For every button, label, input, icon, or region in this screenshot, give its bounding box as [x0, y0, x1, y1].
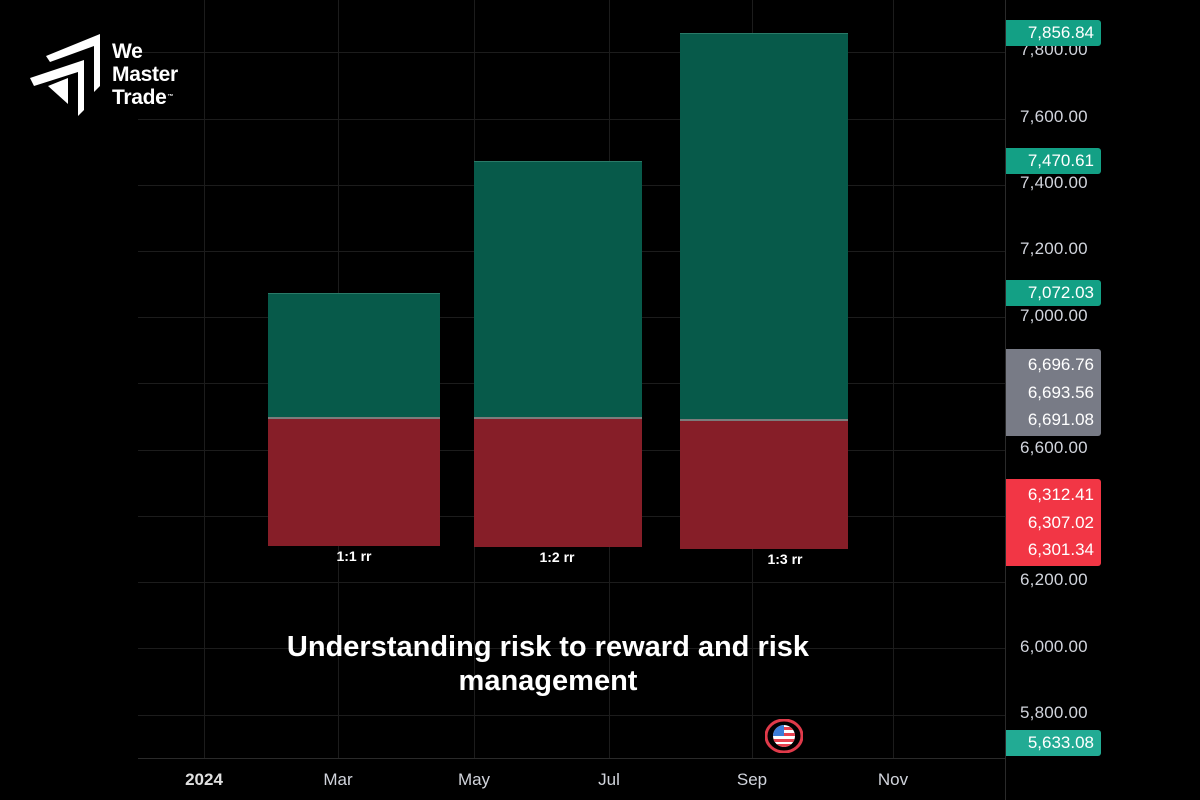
entry-price: 6,696.76	[1027, 355, 1094, 374]
position-box-1-3[interactable]	[680, 33, 848, 549]
x-tick: Mar	[323, 770, 353, 789]
y-tick: 6,200.00	[1020, 570, 1088, 589]
price-tag-stops: 6,312.41 6,307.02 6,301.34	[1006, 479, 1101, 566]
brand-line-3: Trade™	[112, 86, 174, 109]
y-tick: 7,400.00	[1020, 173, 1088, 192]
rr-label-1: 1:1 rr	[336, 548, 372, 564]
caption-line-1: Understanding risk to reward and risk	[286, 631, 810, 663]
caption-line-2: management	[458, 665, 638, 697]
brand-logo	[28, 34, 208, 118]
grid-line	[138, 715, 1005, 716]
chart-caption: Understanding risk to reward and risk ma…	[287, 630, 809, 698]
reward-zone	[680, 33, 848, 419]
y-tick: 5,800.00	[1020, 703, 1088, 722]
stop-price: 6,307.02	[1027, 512, 1094, 532]
x-tick: May	[457, 770, 491, 789]
position-box-1-2[interactable]	[474, 161, 642, 547]
grid-line	[204, 0, 205, 758]
trademark-symbol: ™	[167, 94, 174, 100]
x-tick: 2024	[185, 770, 223, 789]
price-tag-target-1-1: 7,072.03	[1006, 280, 1101, 306]
price-tag-target-1-2: 7,470.61	[1006, 148, 1101, 174]
stop-price: 6,301.34	[1027, 540, 1094, 559]
reward-zone	[474, 161, 642, 417]
us-flag-icon[interactable]	[765, 719, 803, 753]
grid-line	[138, 648, 1005, 649]
stop-price: 6,312.41	[1027, 485, 1094, 504]
price-tag-current: 5,633.08	[1006, 730, 1101, 756]
position-box-1-1[interactable]	[268, 293, 440, 546]
y-tick: 7,000.00	[1020, 306, 1088, 325]
brand-line-1: We	[112, 40, 143, 63]
risk-zone	[680, 421, 848, 549]
grid-line	[138, 582, 1005, 583]
price-tag-target-1-3: 7,856.84	[1006, 20, 1101, 46]
entry-line	[680, 419, 848, 421]
y-tick: 7,600.00	[1020, 107, 1088, 126]
y-tick: 6,600.00	[1020, 438, 1088, 457]
rr-label-3: 1:3 rr	[767, 551, 803, 567]
risk-zone	[268, 419, 440, 546]
brand-line-2: Master	[112, 63, 178, 86]
y-tick: 7,200.00	[1020, 239, 1088, 258]
y-tick: 6,000.00	[1020, 637, 1088, 656]
risk-zone	[474, 419, 642, 547]
entry-price: 6,691.08	[1027, 410, 1094, 429]
grid-line	[138, 52, 1005, 53]
entry-line	[268, 417, 440, 419]
reward-zone	[268, 293, 440, 418]
x-tick: Jul	[598, 770, 620, 789]
rr-label-2: 1:2 rr	[539, 549, 575, 565]
grid-line	[893, 0, 894, 758]
price-axis-separator	[1005, 0, 1006, 800]
arrow-chevrons-logo-icon	[30, 34, 100, 116]
x-tick: Sep	[736, 770, 768, 789]
entry-line	[474, 417, 642, 419]
brand-name: We Master Trade™	[112, 40, 178, 109]
x-axis-line	[138, 758, 1005, 759]
entry-price: 6,693.56	[1027, 382, 1094, 402]
x-tick: Nov	[877, 770, 909, 789]
price-tag-entries: 6,696.76 6,693.56 6,691.08	[1006, 349, 1101, 436]
grid-line	[138, 119, 1005, 120]
